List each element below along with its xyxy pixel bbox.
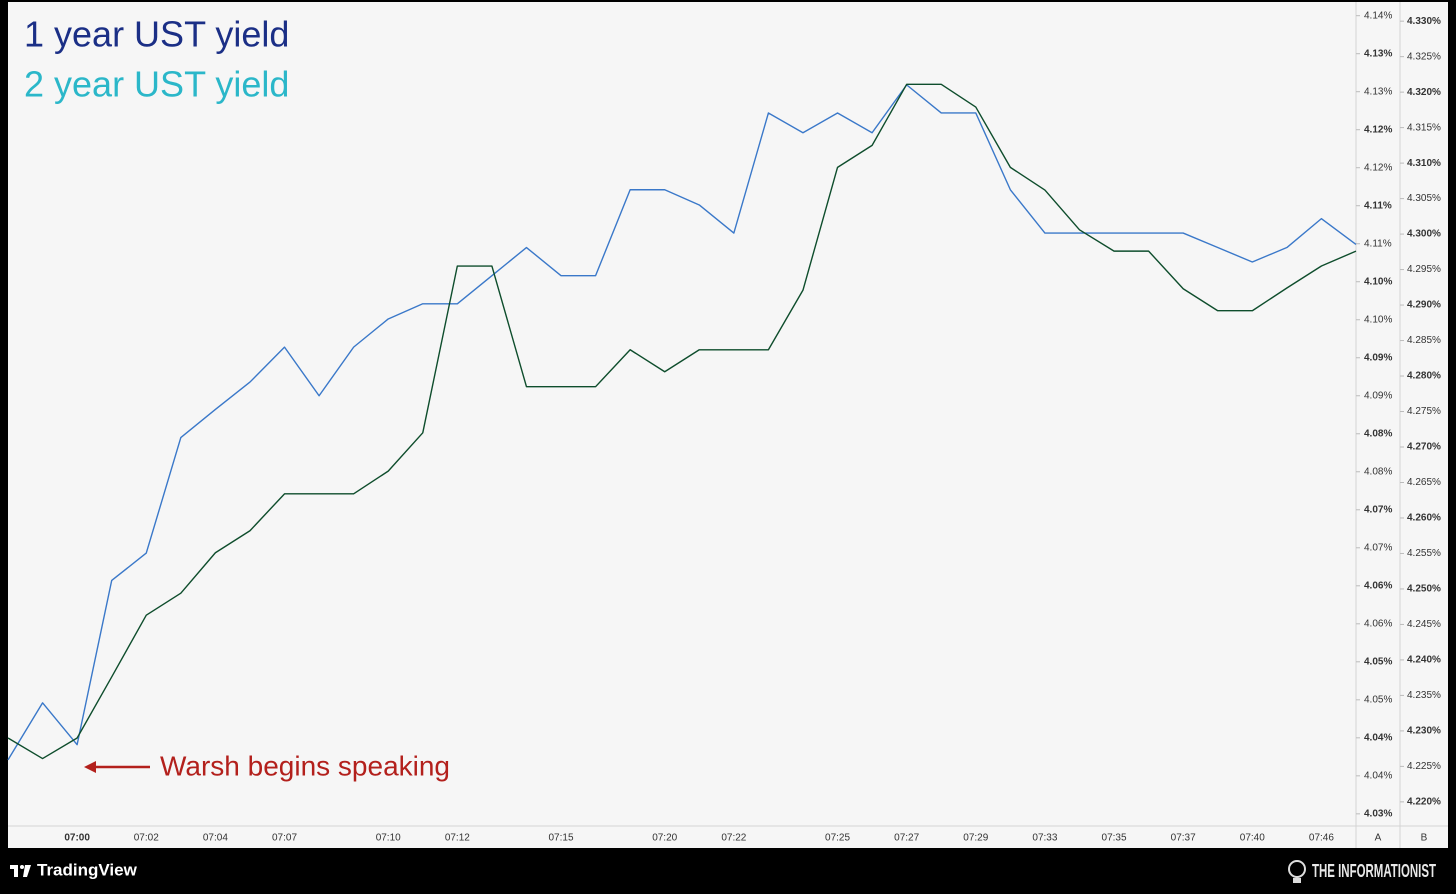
y2-tick-label: 4.260%: [1407, 513, 1441, 524]
x-tick-label: 07:07: [272, 833, 297, 844]
y2-tick-label: 4.320%: [1407, 87, 1441, 98]
y2-tick-label: 4.270%: [1407, 442, 1441, 453]
y-tick-label: 4.03%: [1364, 808, 1392, 819]
y2-tick-label: 4.230%: [1407, 726, 1441, 737]
logo-shape: [14, 865, 18, 877]
x-tick-label: 07:22: [721, 833, 746, 844]
y-tick-label: 4.10%: [1364, 314, 1392, 325]
plot-background: [8, 2, 1448, 848]
legend-entry: 2 year UST yield: [24, 64, 289, 105]
x-tick-label: 07:12: [445, 833, 470, 844]
series-line: [7, 84, 1357, 761]
x-tick-label: 07:27: [894, 833, 919, 844]
y2-tick-label: 4.220%: [1407, 797, 1441, 808]
y2-tick-label: 4.225%: [1407, 761, 1441, 772]
y-tick-label: 4.06%: [1364, 580, 1392, 591]
legend-entry: 1 year UST yield: [24, 14, 289, 55]
y2-tick-label: 4.250%: [1407, 584, 1441, 595]
y-tick-label: 4.13%: [1364, 48, 1392, 59]
y2-tick-label: 4.265%: [1407, 477, 1441, 488]
y-tick-label: 4.13%: [1364, 86, 1392, 97]
x-tick-label: 07:33: [1032, 833, 1057, 844]
y-tick-label: 4.09%: [1364, 352, 1392, 363]
y2-tick-label: 4.255%: [1407, 548, 1441, 559]
y-tick-label: 4.10%: [1364, 276, 1392, 287]
x-tick-label: 07:25: [825, 833, 850, 844]
y-tick-label: 4.12%: [1364, 162, 1392, 173]
tradingview-logo: [10, 865, 31, 877]
y-tick-label: 4.05%: [1364, 694, 1392, 705]
series-line: [7, 83, 1357, 760]
x-tick-label: 07:46: [1309, 833, 1334, 844]
x-tick-label: 07:15: [549, 833, 574, 844]
informationist-logo: [1288, 860, 1306, 883]
logo-shape: [23, 865, 31, 877]
y-tick-label: 4.14%: [1364, 10, 1392, 21]
y2-tick-label: 4.280%: [1407, 371, 1441, 382]
y-tick-label: 4.05%: [1364, 656, 1392, 667]
logo-shape: [1288, 860, 1306, 878]
y2-tick-label: 4.275%: [1407, 406, 1441, 417]
y-tick-label: 4.11%: [1364, 238, 1392, 249]
x-tick-label: 07:37: [1171, 833, 1196, 844]
footer-brand: THE INFORMATIONIST: [1312, 861, 1436, 881]
y2-tick-label: 4.240%: [1407, 655, 1441, 666]
axis-name: A: [1375, 833, 1382, 844]
y2-tick-label: 4.325%: [1407, 51, 1441, 62]
y2-tick-label: 4.285%: [1407, 335, 1441, 346]
x-tick-label: 07:02: [134, 833, 159, 844]
footer-brand: TradingView: [37, 860, 138, 879]
x-tick-label: 07:20: [652, 833, 677, 844]
logo-shape: [20, 865, 24, 869]
y-tick-label: 4.06%: [1364, 618, 1392, 629]
y2-tick-label: 4.330%: [1407, 16, 1441, 27]
annotation-arrowhead: [84, 761, 96, 773]
x-tick-label: 07:35: [1102, 833, 1127, 844]
y2-tick-label: 4.235%: [1407, 690, 1441, 701]
axis-name: B: [1421, 833, 1428, 844]
y2-tick-label: 4.290%: [1407, 300, 1441, 311]
x-tick-label: 07:10: [376, 833, 401, 844]
y2-tick-label: 4.310%: [1407, 158, 1441, 169]
y2-tick-label: 4.315%: [1407, 122, 1441, 133]
x-tick-label: 07:40: [1240, 833, 1265, 844]
y-tick-label: 4.08%: [1364, 466, 1392, 477]
x-tick-label: 07:29: [963, 833, 988, 844]
logo-shape: [1293, 878, 1301, 883]
y-tick-label: 4.07%: [1364, 504, 1392, 515]
annotation: Warsh begins speaking: [160, 750, 450, 781]
x-tick-label: 07:00: [64, 833, 90, 844]
y-tick-label: 4.09%: [1364, 390, 1392, 401]
y2-tick-label: 4.245%: [1407, 619, 1441, 630]
y-tick-label: 4.08%: [1364, 428, 1392, 439]
y-tick-label: 4.04%: [1364, 770, 1392, 781]
y-tick-label: 4.07%: [1364, 542, 1392, 553]
y-tick-label: 4.04%: [1364, 732, 1392, 743]
y2-tick-label: 4.295%: [1407, 264, 1441, 275]
y2-tick-label: 4.305%: [1407, 193, 1441, 204]
y2-tick-label: 4.300%: [1407, 229, 1441, 240]
x-tick-label: 07:04: [203, 833, 228, 844]
y-tick-label: 4.12%: [1364, 124, 1392, 135]
y-tick-label: 4.11%: [1364, 200, 1392, 211]
